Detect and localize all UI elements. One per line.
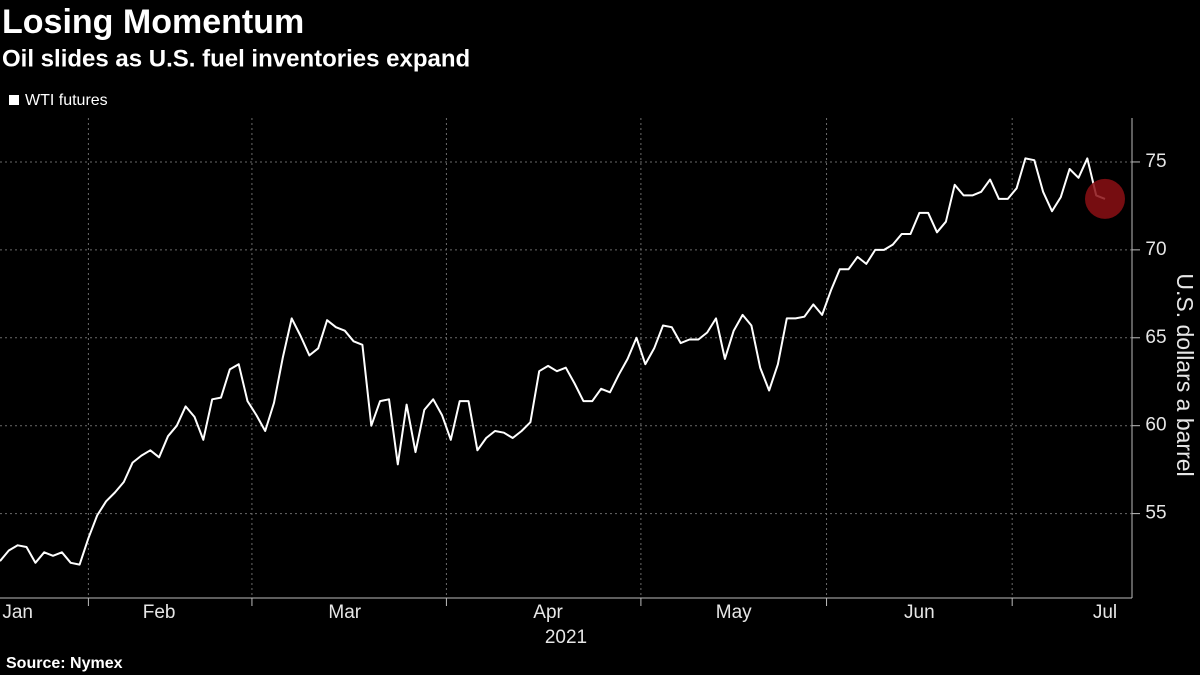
data-line	[0, 157, 1106, 566]
x-tick-label: Jan	[2, 602, 33, 623]
legend-label: WTI futures	[25, 92, 108, 109]
y-tick-label: 60	[1145, 415, 1166, 436]
year-label: 2021	[545, 627, 587, 648]
y-tick-label: 70	[1145, 239, 1166, 260]
source: Source: Nymex	[6, 655, 123, 672]
y-axis-label: U.S. dollars a barrel	[1172, 273, 1198, 476]
y-tick-label: 65	[1145, 327, 1166, 348]
legend-swatch	[9, 95, 19, 105]
x-tick-label: Jun	[904, 602, 935, 623]
x-tick-label: Jul	[1093, 602, 1117, 623]
x-tick-label: Apr	[533, 602, 563, 623]
highlight	[1085, 178, 1125, 219]
chart-subtitle: Oil slides as U.S. fuel inventories expa…	[2, 45, 470, 72]
x-tick-label: Mar	[328, 602, 361, 623]
y-tick-label: 75	[1145, 151, 1166, 172]
x-tick-label: May	[716, 602, 752, 623]
chart-title: Losing Momentum	[2, 3, 304, 41]
x-tick-label: Feb	[143, 602, 176, 623]
y-tick-label: 55	[1145, 503, 1166, 524]
